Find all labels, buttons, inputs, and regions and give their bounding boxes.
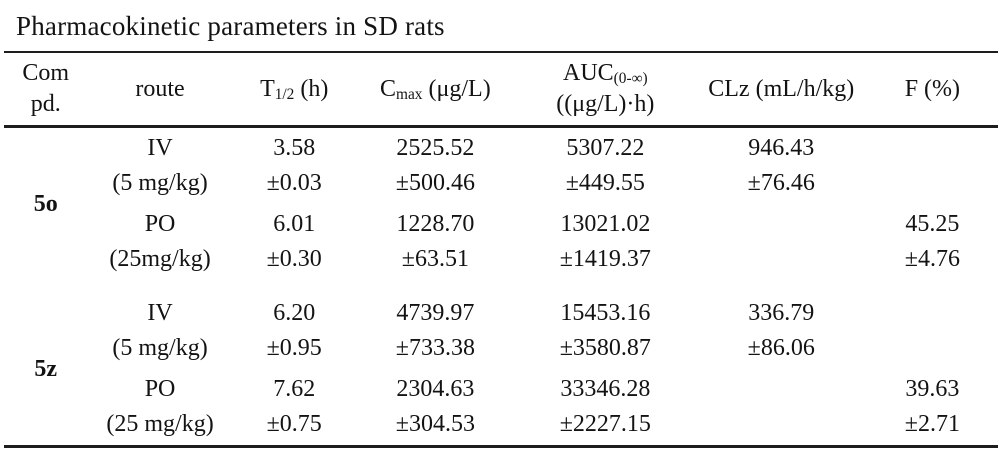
dose-value: (25 mg/kg) (106, 411, 214, 437)
auc-cell: 13021.02 ±1419.37 (515, 204, 696, 280)
cmax-cell: 4739.97 ±733.38 (356, 280, 515, 369)
col-header-route: route (135, 75, 185, 102)
table-row-5o-iv: 5o IV (5 mg/kg) 3.58 ±0.03 2525.52 ±500.… (4, 127, 998, 217)
route-value: IV (147, 300, 173, 326)
table-row-5o-po: PO (25mg/kg) 6.01 ±0.30 1228.70 ±63.51 1… (4, 204, 998, 280)
cmax-cell: 1228.70 ±63.51 (356, 204, 515, 280)
f-sd: ±2.71 (904, 411, 960, 437)
auc-cell: 15453.16 ±3580.87 (515, 280, 696, 369)
t12-sd: ±0.95 (266, 335, 322, 361)
clz-cell: 946.43 ±76.46 (696, 127, 867, 205)
f-cell: 45.25 ±4.76 (867, 204, 998, 280)
table-body: 5o IV (5 mg/kg) 3.58 ±0.03 2525.52 ±500.… (4, 127, 998, 447)
t12-sd: ±0.03 (266, 170, 322, 196)
clz-value: 946.43 (748, 135, 815, 161)
col-header-clz: CLz (mL/h/kg) (708, 75, 855, 102)
page-title: Pharmacokinetic parameters in SD rats (16, 11, 445, 41)
route-value: PO (144, 211, 176, 237)
cmax-cell: 2304.63 ±304.53 (356, 369, 515, 447)
table-header: Com pd. route T1/2 (h) Cmax (μg/L) AUC(0… (4, 52, 998, 127)
clz-cell: 336.79 ±86.06 (696, 280, 867, 369)
auc-base: AUC (563, 60, 614, 86)
t12-value: 6.01 (273, 211, 316, 237)
col-header-compound-line1: Com (22, 60, 70, 86)
col-header-compound: Com pd. (4, 52, 87, 127)
route-value: IV (147, 135, 173, 161)
t12-value: 7.62 (273, 376, 316, 402)
clz-sd: ±76.46 (747, 170, 815, 196)
dose-value: (5 mg/kg) (112, 335, 208, 361)
cmax-unit: (μg/L) (422, 75, 491, 102)
table-row-5z-iv: 5z IV (5 mg/kg) 6.20 ±0.95 4739.97 ±733.… (4, 280, 998, 382)
t12-cell: 3.58 ±0.03 (233, 127, 356, 205)
cmax-sub: max (396, 85, 423, 103)
t12-unit: (h) (294, 75, 329, 102)
compound-label-5z: 5z (34, 355, 58, 382)
auc-sd: ±449.55 (565, 170, 645, 196)
t12-sd: ±0.75 (266, 411, 322, 437)
col-header-t12: T1/2 (h) (233, 52, 356, 127)
t12-base: T (260, 75, 275, 102)
cmax-sd: ±733.38 (395, 335, 475, 361)
cmax-sd: ±63.51 (401, 246, 469, 272)
t12-cell: 7.62 ±0.75 (233, 369, 356, 447)
route-cell: PO (25 mg/kg) (87, 369, 232, 447)
auc-sd: ±3580.87 (559, 335, 651, 361)
cmax-value: 1228.70 (396, 211, 475, 237)
f-cell: 39.63 ±2.71 (867, 369, 998, 447)
dose-value: (25mg/kg) (109, 246, 211, 272)
col-header-compound-line2: pd. (30, 91, 61, 117)
cmax-value: 2304.63 (396, 376, 475, 402)
cmax-sd: ±304.53 (395, 411, 475, 437)
table-row-5z-po: PO (25 mg/kg) 7.62 ±0.75 2304.63 ±304.53… (4, 369, 998, 447)
route-value: PO (144, 376, 176, 402)
f-cell (867, 280, 998, 369)
clz-cell (696, 369, 867, 447)
route-cell: IV (5 mg/kg) (87, 280, 232, 369)
auc-cell: 5307.22 ±449.55 (515, 127, 696, 205)
auc-value: 15453.16 (560, 300, 651, 326)
header-row: Com pd. route T1/2 (h) Cmax (μg/L) AUC(0… (4, 52, 998, 127)
cmax-value: 4739.97 (396, 300, 475, 326)
route-cell: PO (25mg/kg) (87, 204, 232, 280)
cmax-value: 2525.52 (396, 135, 475, 161)
cmax-sd: ±500.46 (395, 170, 475, 196)
auc-value: 5307.22 (566, 135, 645, 161)
pharmacokinetics-table: Com pd. route T1/2 (h) Cmax (μg/L) AUC(0… (4, 51, 998, 448)
clz-cell (696, 204, 867, 280)
t12-cell: 6.01 ±0.30 (233, 204, 356, 280)
t12-value: 3.58 (273, 135, 316, 161)
t12-sd: ±0.30 (266, 246, 322, 272)
cmax-cell: 2525.52 ±500.46 (356, 127, 515, 205)
auc-value: 33346.28 (560, 376, 651, 402)
t12-value: 6.20 (273, 300, 316, 326)
f-value: 45.25 (905, 211, 960, 237)
col-header-auc: AUC(0-∞) ((μg/L)·h) (515, 52, 696, 127)
route-cell: IV (5 mg/kg) (87, 127, 232, 205)
clz-sd: ±86.06 (747, 335, 815, 361)
f-sd: ±4.76 (904, 246, 960, 272)
auc-value: 13021.02 (560, 211, 651, 237)
f-value: 39.63 (905, 376, 960, 402)
t12-sub: 1/2 (274, 85, 295, 103)
auc-line1: AUC(0-∞) (517, 58, 694, 89)
dose-value: (5 mg/kg) (112, 170, 208, 196)
col-header-f: F (%) (904, 75, 961, 102)
auc-sd: ±2227.15 (559, 411, 651, 437)
f-cell (867, 127, 998, 205)
t12-cell: 6.20 ±0.95 (233, 280, 356, 369)
auc-sd: ±1419.37 (559, 246, 651, 272)
col-header-cmax: Cmax (μg/L) (356, 52, 515, 127)
clz-value: 336.79 (748, 300, 815, 326)
compound-label-5o: 5o (33, 190, 58, 217)
cmax-base: C (380, 75, 397, 102)
auc-cell: 33346.28 ±2227.15 (515, 369, 696, 447)
auc-sub: (0-∞) (613, 70, 648, 88)
auc-line2: ((μg/L)·h) (556, 91, 655, 117)
